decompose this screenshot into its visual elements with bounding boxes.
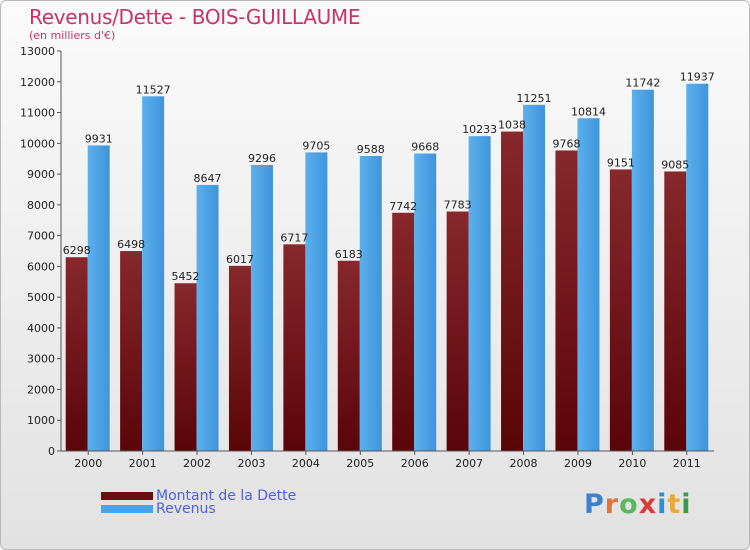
data-label-revenus: 10814 <box>571 105 606 118</box>
bar-dette <box>228 265 251 451</box>
bar-dette <box>664 171 687 451</box>
data-label-revenus: 9588 <box>357 143 385 156</box>
bar-dette <box>174 283 197 451</box>
data-label-revenus: 9705 <box>302 139 330 152</box>
bar-dette <box>609 169 632 451</box>
x-tick-label: 2003 <box>237 457 265 470</box>
data-label-revenus: 11742 <box>625 77 660 90</box>
bar-dette <box>283 244 306 451</box>
chart-title: Revenus/Dette - BOIS-GUILLAUME <box>29 5 361 29</box>
bar-revenus <box>414 153 437 451</box>
data-label-revenus: 10233 <box>462 123 497 136</box>
data-label-dette: 6183 <box>335 248 363 261</box>
logo-letter: i <box>681 489 692 520</box>
y-tick-label: 12000 <box>20 76 55 89</box>
legend-swatch-revenus <box>101 505 153 513</box>
data-label-dette: 5452 <box>172 270 200 283</box>
data-label-dette: 6717 <box>280 231 308 244</box>
y-tick-label: 11000 <box>20 107 55 120</box>
chart-subtitle: (en milliers d'€) <box>29 29 116 42</box>
bar-revenus <box>250 164 273 451</box>
legend-item-dette: Montant de la Dette <box>101 488 296 504</box>
bar-dette <box>555 150 578 451</box>
y-tick-label: 1000 <box>27 414 55 427</box>
y-tick-label: 13000 <box>20 45 55 58</box>
logo-letter: x <box>638 489 658 520</box>
bar-revenus <box>577 118 600 451</box>
x-tick-label: 2001 <box>129 457 157 470</box>
bar-dette <box>65 257 88 451</box>
y-tick-label: 5000 <box>27 291 55 304</box>
y-tick-label: 3000 <box>27 353 55 366</box>
y-tick-label: 2000 <box>27 383 55 396</box>
x-tick-label: 2005 <box>346 457 374 470</box>
bar-revenus <box>631 89 654 451</box>
bar-revenus <box>142 96 165 452</box>
proxiti-logo: Proxiti <box>584 489 692 520</box>
logo-letter: o <box>619 489 639 520</box>
data-label-dette: 1038 <box>498 119 526 132</box>
bar-revenus <box>305 152 328 451</box>
data-label-dette: 6498 <box>117 238 145 251</box>
y-tick-label: 10000 <box>20 137 55 150</box>
data-label-revenus: 8647 <box>194 172 222 185</box>
y-tick-label: 6000 <box>27 260 55 273</box>
data-label-dette: 7742 <box>389 200 417 213</box>
logo-letter: t <box>667 489 682 520</box>
x-tick-label: 2000 <box>74 457 102 470</box>
x-tick-label: 2010 <box>618 457 646 470</box>
y-tick-label: 9000 <box>27 168 55 181</box>
bar-revenus <box>468 136 491 451</box>
y-tick-label: 7000 <box>27 230 55 243</box>
data-label-revenus: 11937 <box>680 71 715 84</box>
x-tick-label: 2008 <box>510 457 538 470</box>
legend-label-dette: Montant de la Dette <box>156 488 297 504</box>
bar-dette <box>392 212 415 451</box>
bar-dette <box>120 251 143 451</box>
y-tick-label: 0 <box>48 445 55 458</box>
legend-label-revenus: Revenus <box>156 501 216 517</box>
bar-revenus <box>686 83 709 451</box>
x-tick-label: 2009 <box>564 457 592 470</box>
x-tick-label: 2011 <box>673 457 701 470</box>
logo-letter: P <box>584 489 605 520</box>
x-tick-label: 2007 <box>455 457 483 470</box>
bar-revenus <box>523 104 546 452</box>
legend-swatch-dette <box>101 492 153 500</box>
data-label-revenus: 11251 <box>517 92 552 105</box>
legend-item-revenus: Revenus <box>101 501 216 517</box>
bar-revenus <box>359 155 382 451</box>
logo-letter: i <box>657 489 668 520</box>
y-tick-label: 8000 <box>27 199 55 212</box>
data-label-dette: 9085 <box>661 158 689 171</box>
bar-dette <box>337 260 360 451</box>
data-label-revenus: 9931 <box>85 132 113 145</box>
data-label-revenus: 11527 <box>136 83 171 96</box>
bar-revenus <box>87 145 110 451</box>
y-tick-label: 4000 <box>27 322 55 335</box>
x-tick-label: 2002 <box>183 457 211 470</box>
x-tick-label: 2004 <box>292 457 320 470</box>
logo-letter: r <box>604 489 620 520</box>
bar-dette <box>446 211 469 451</box>
data-label-dette: 9151 <box>607 156 635 169</box>
x-tick-label: 2006 <box>401 457 429 470</box>
data-label-dette: 7783 <box>444 199 472 212</box>
data-label-dette: 6298 <box>63 244 91 257</box>
data-label-dette: 9768 <box>552 137 580 150</box>
bar-revenus <box>196 184 219 451</box>
data-label-dette: 6017 <box>226 253 254 266</box>
bar-dette <box>501 131 524 452</box>
data-label-revenus: 9296 <box>248 152 276 165</box>
data-label-revenus: 9668 <box>411 141 439 154</box>
